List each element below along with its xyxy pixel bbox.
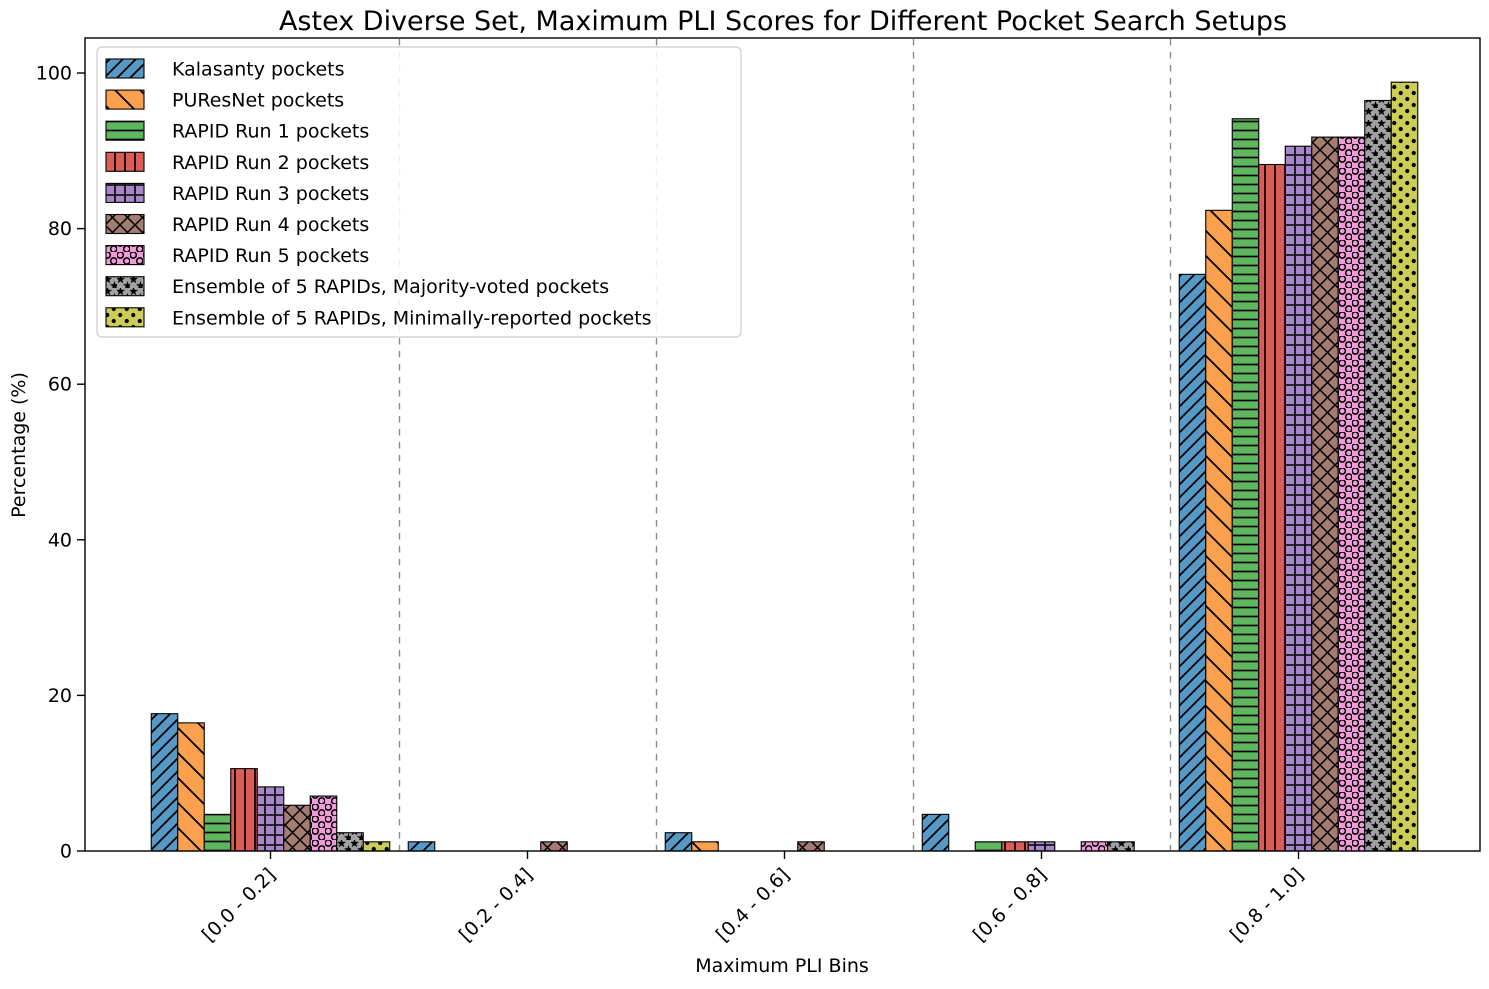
bar [1258, 163, 1286, 852]
bar [177, 722, 205, 852]
x-tick-label: [0.2 - 0.4] [455, 864, 537, 946]
legend: Kalasanty pockets PUResNet pockets RAPID R… [96, 46, 742, 338]
bar [691, 841, 719, 852]
bar [540, 841, 568, 852]
bar [1231, 118, 1260, 852]
legend-swatch [105, 58, 145, 79]
y-tick-label: 60 [48, 374, 72, 396]
bar [1284, 145, 1313, 852]
bar [407, 841, 436, 852]
y-tick-label: 20 [48, 685, 72, 707]
legend-label: Ensemble of 5 RAPIDs, Majority-voted poc… [172, 276, 609, 298]
bar [1001, 841, 1029, 852]
legend-label: RAPID Run 3 pockets [172, 183, 369, 205]
legend-item: RAPID Run 4 pockets [105, 213, 369, 236]
bar [1311, 136, 1339, 852]
legend-label: RAPID Run 2 pockets [172, 152, 369, 174]
bar [256, 786, 285, 852]
legend-item: PUResNet pockets [105, 89, 344, 112]
x-tick-label: [0.4 - 0.6] [712, 864, 794, 946]
legend-swatch [105, 276, 145, 297]
legend-box [96, 46, 742, 338]
bar [362, 841, 391, 852]
y-tick-label: 40 [48, 529, 72, 551]
plot-border [84, 37, 1481, 852]
legend-swatch [105, 213, 145, 235]
bars-layer [150, 81, 1419, 852]
bar [309, 795, 338, 852]
x-axis-label: Maximum PLI Bins [695, 955, 869, 977]
bar [1027, 841, 1056, 852]
chart-title: Astex Diverse Set, Maximum PLI Scores fo… [279, 6, 1287, 37]
bar [230, 768, 258, 852]
bar [974, 841, 1003, 852]
bar [1390, 81, 1419, 852]
bar [150, 713, 179, 852]
x-tick-label: [0.0 - 0.2] [198, 864, 280, 946]
legend-item: RAPID Run 2 pockets [105, 151, 369, 174]
y-tick-label: 80 [48, 218, 72, 240]
legend-swatch [105, 89, 145, 110]
bar [336, 832, 364, 852]
bar [1205, 209, 1233, 852]
bar [1364, 99, 1392, 852]
y-axis-label: Percentage (%) [8, 372, 30, 518]
legend-swatch [105, 245, 145, 266]
bar [203, 813, 232, 852]
x-tick-label: [0.8 - 1.0] [1226, 864, 1308, 946]
x-axis-ticks: [0.0 - 0.2] [0.2 - 0.4] [0.4 - 0.6] [0.6 - … [198, 851, 1308, 946]
legend-label: RAPID Run 1 pockets [172, 121, 369, 143]
legend-swatch [105, 151, 145, 172]
legend-swatch [105, 182, 145, 203]
legend-item: RAPID Run 3 pockets [105, 182, 369, 205]
legend-item: RAPID Run 1 pockets [105, 120, 369, 143]
legend-label: RAPID Run 4 pockets [172, 214, 369, 236]
bar [664, 832, 693, 852]
y-axis-ticks: 0 20 40 60 80 100 [36, 63, 85, 863]
bar [1107, 841, 1135, 852]
legend-item: Ensemble of 5 RAPIDs, Minimally-reported… [105, 307, 652, 329]
legend-label: Ensemble of 5 RAPIDs, Minimally-reported… [172, 307, 652, 329]
bar [797, 841, 825, 852]
bar [283, 804, 311, 852]
x-tick-label: [0.6 - 0.8] [969, 864, 1051, 946]
legend-label: PUResNet pockets [172, 90, 344, 112]
legend-item: Kalasanty pockets [105, 58, 345, 81]
legend-label: RAPID Run 5 pockets [172, 245, 369, 267]
legend-swatch [105, 307, 145, 328]
y-tick-label: 100 [36, 63, 72, 85]
bar [1337, 136, 1366, 852]
legend-item: RAPID Run 5 pockets [105, 245, 369, 267]
legend-swatch [105, 120, 145, 141]
bar [1080, 841, 1109, 852]
legend-label: Kalasanty pockets [172, 59, 345, 81]
bar [921, 813, 950, 852]
bar [1178, 273, 1207, 852]
y-tick-label: 0 [60, 841, 72, 863]
legend-item: Ensemble of 5 RAPIDs, Majority-voted poc… [105, 276, 609, 298]
